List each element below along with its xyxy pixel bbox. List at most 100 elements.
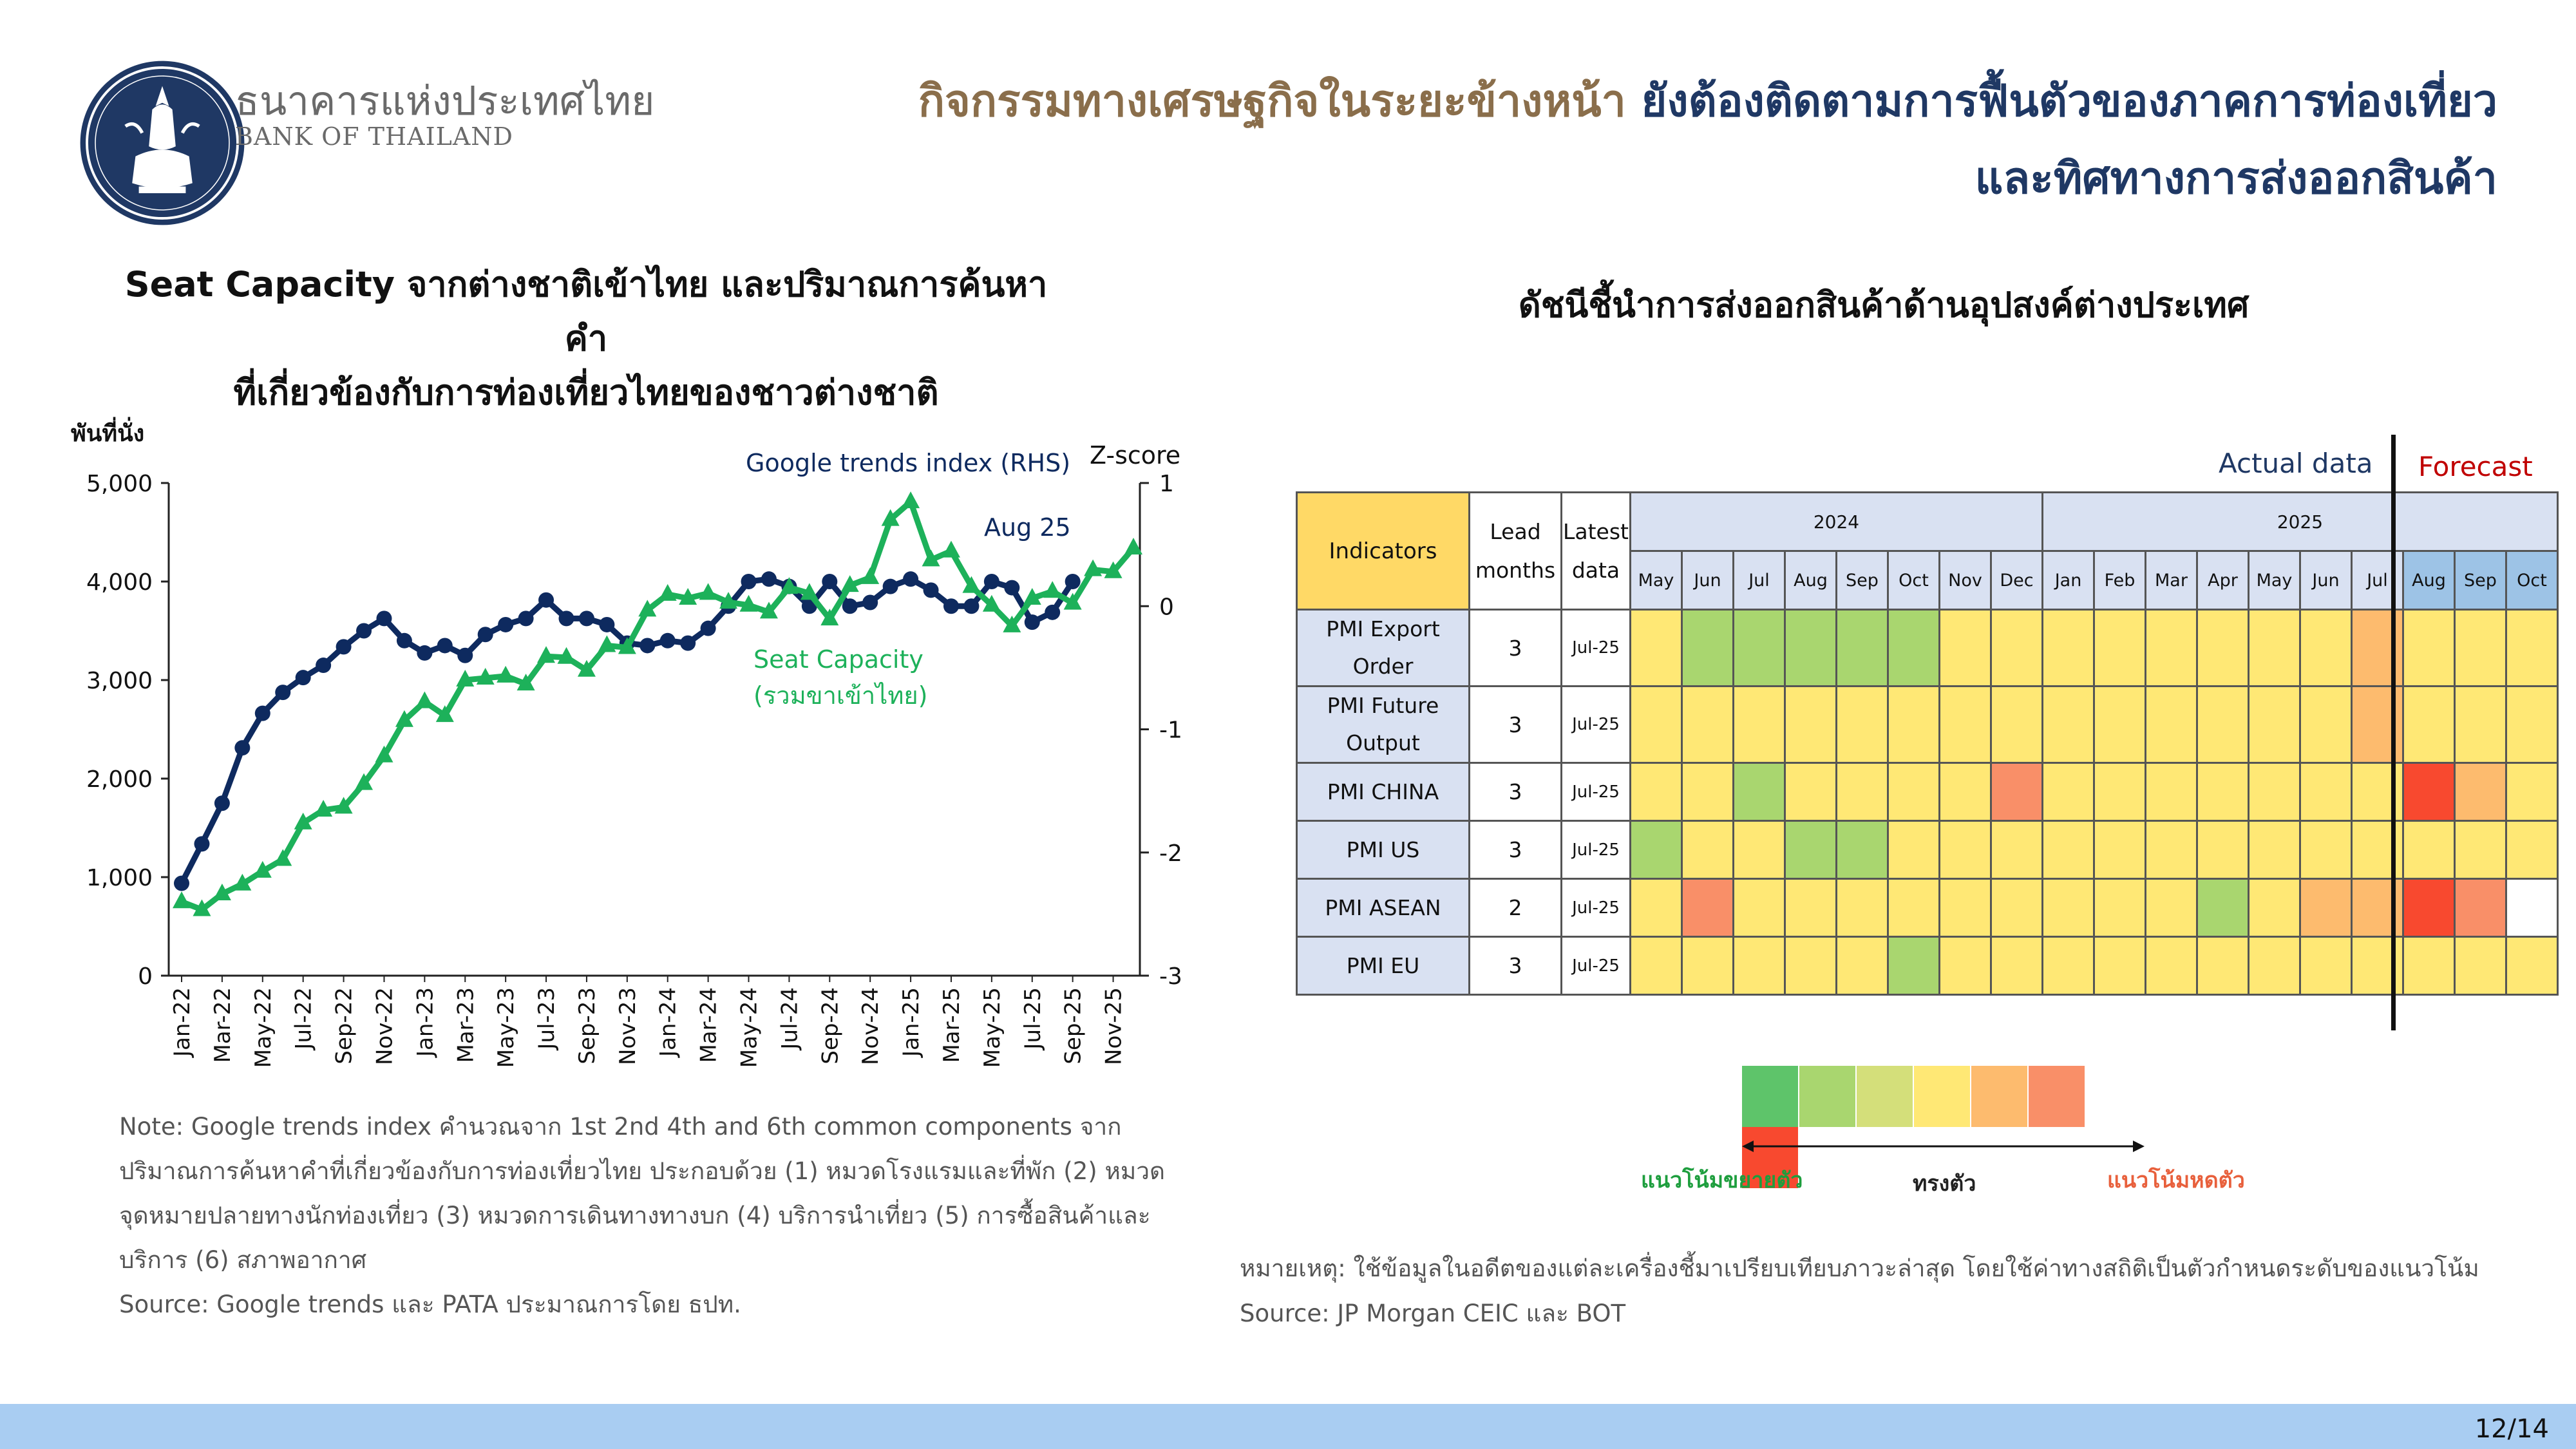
google-trends-point — [336, 639, 352, 655]
line-chart: 0 1,000 2,000 3,000 4,000 5,000 -3 -2 -1 0 1 Jan-22… — [71, 417, 1182, 1068]
seat-capacity-point — [679, 588, 697, 605]
google-trends-point — [943, 598, 959, 614]
google-trends-point — [457, 647, 473, 663]
heatmap-cell — [1990, 609, 2043, 687]
x-tick-label: May-25 — [980, 987, 1005, 1068]
lead-months-value: 3 — [1468, 685, 1562, 764]
heatmap-cell — [1732, 820, 1786, 880]
month-header-8: Jan — [2041, 550, 2095, 611]
google-trends-point — [316, 658, 332, 674]
left-chart-note: Note: Google trends index คำนวณจาก 1st 2… — [119, 1104, 1188, 1327]
indicator-name: PMI Export Order — [1296, 609, 1470, 687]
seat-capacity-point — [759, 601, 778, 619]
legend-swatch-5 — [1971, 1066, 2027, 1127]
month-header-1: Jun — [1681, 550, 1734, 611]
heatmap-cell — [1938, 685, 1992, 764]
month-header-10: Mar — [2145, 550, 2198, 611]
heatmap-cell — [2093, 762, 2146, 822]
google-trends-point — [822, 574, 838, 589]
heatmap-cell — [2041, 878, 2095, 938]
heatmap-color-legend — [1742, 1066, 2141, 1188]
seat-capacity-point — [658, 583, 677, 601]
google-trends-point — [639, 638, 656, 654]
heatmap-cell — [2248, 609, 2301, 687]
seat-capacity-point — [962, 576, 981, 593]
heatmap-cell — [1629, 820, 1683, 880]
google-trends-point — [518, 611, 534, 627]
heatmap-cell — [2505, 820, 2559, 880]
heatmap-cell — [1835, 878, 1889, 938]
month-header-17: Oct — [2505, 550, 2559, 611]
right-note-text: หมายเหตุ: ใช้ข้อมูลในอดีตของแต่ละเครื่อง… — [1240, 1255, 2479, 1282]
seat-capacity-point — [355, 773, 374, 790]
seat-capacity-point — [456, 670, 475, 687]
month-header-16: Sep — [2454, 550, 2507, 611]
export-indicator-heatmap: Indicators Lead months Latest data 2024 … — [1296, 491, 2559, 996]
heatmap-cell — [2402, 609, 2456, 687]
google-trends-point — [498, 616, 514, 632]
indicator-name-line1: PMI US — [1346, 837, 1420, 862]
heatmap-cell — [2248, 685, 2301, 764]
google-trends-point — [538, 592, 554, 608]
seat-capacity-point — [476, 667, 495, 685]
heatmap-cell — [2041, 936, 2095, 996]
seat-capacity-point — [618, 637, 636, 654]
heatmap-cell — [1887, 762, 1940, 822]
latest-data-value: Jul-25 — [1560, 820, 1631, 880]
google-trends-point — [842, 598, 858, 614]
legend-stable-label: ทรงตัว — [1913, 1171, 1976, 1197]
page-title-line1: กิจกรรมทางเศรษฐกิจในระยะข้างหน้า ยังต้อง… — [918, 66, 2497, 135]
seat-capacity-point — [1023, 588, 1041, 605]
seat-capacity-point — [1104, 561, 1122, 578]
latest-data-value: Jul-25 — [1560, 762, 1631, 822]
heatmap-cell — [2402, 762, 2456, 822]
seat-capacity-point — [516, 674, 535, 691]
note-line-3: จุดหมายปลายทางนักท่องเที่ยว (3) หมวดการเ… — [119, 1202, 1151, 1229]
latest-header-line2: data — [1571, 557, 1620, 583]
heatmap-cell — [1938, 820, 1992, 880]
right-chart-title: ดัชนีชี้นำการส่งออกสินค้าด้านอุปสงค์ต่าง… — [1518, 285, 2249, 325]
heatmap-cell — [1990, 685, 2043, 764]
heatmap-cell — [1990, 762, 2043, 822]
legend-swatch-3 — [1857, 1066, 1913, 1127]
heatmap-cell — [2145, 609, 2198, 687]
google-trends-point — [356, 623, 372, 639]
heatmap-cell — [2402, 685, 2456, 764]
indicator-name-line1: PMI EU — [1346, 952, 1420, 978]
google-trends-point — [174, 875, 189, 891]
heatmap-cell — [1835, 936, 1889, 996]
seat-capacity-point — [820, 609, 839, 626]
heatmap-cell — [2041, 685, 2095, 764]
heatmap-cell — [2505, 878, 2559, 938]
heatmap-cell — [2041, 609, 2095, 687]
month-header-6: Nov — [1938, 550, 1992, 611]
heatmap-cell — [1681, 936, 1734, 996]
left-y-tick-label: 1,000 — [86, 865, 153, 891]
seat-capacity-point — [1063, 592, 1082, 610]
month-header-12: May — [2248, 550, 2301, 611]
lead-header-line1: Lead — [1490, 518, 1541, 544]
google-trends-point — [599, 616, 615, 632]
heatmap-cell — [1784, 820, 1837, 880]
heatmap-cell — [1887, 609, 1940, 687]
lead-months-header: Lead months — [1468, 491, 1562, 611]
x-tick-label: Jan-23 — [412, 987, 438, 1058]
left-chart-title-line1: Seat Capacity จากต่างชาติเข้าไทย และปริม… — [124, 264, 1048, 359]
left-y-tick-label: 2,000 — [86, 766, 153, 793]
heatmap-cell — [2454, 609, 2507, 687]
chart-labels: พันที่นั่ง Z-score Google trends index (… — [71, 417, 1180, 710]
heatmap-cell — [2299, 820, 2353, 880]
seat-capacity-point — [598, 635, 616, 652]
google-trends-series — [174, 571, 1081, 891]
seat-capacity-point — [922, 549, 940, 567]
heatmap-cell — [2248, 820, 2301, 880]
seat-capacity-legend-sublabel: (รวมขาเข้าไทย) — [753, 681, 928, 710]
note-line-4: บริการ (6) สภาพอากาศ — [119, 1246, 367, 1274]
indicator-name: PMI CHINA — [1296, 762, 1470, 822]
heatmap-cell — [1784, 685, 1837, 764]
heatmap-cell — [2196, 609, 2249, 687]
month-header-2: Jul — [1732, 550, 1786, 611]
month-header-3: Aug — [1784, 550, 1837, 611]
heatmap-cell — [2248, 936, 2301, 996]
heatmap-cell — [2454, 685, 2507, 764]
